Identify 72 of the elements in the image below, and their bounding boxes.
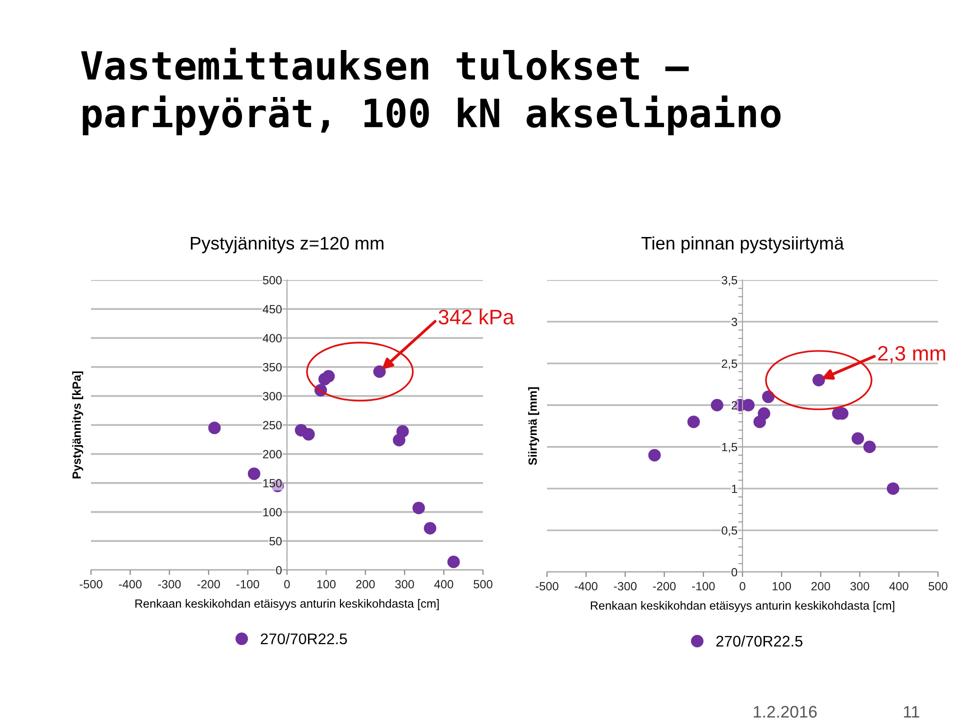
point — [424, 522, 436, 534]
x-axis-title: Renkaan keskikohdan etäisyys anturin keskikohdasta [cm] — [590, 601, 894, 612]
x-tick-label: 500 — [928, 582, 948, 590]
y-tick-label: 3 — [732, 318, 738, 326]
point — [373, 365, 386, 378]
point — [758, 407, 770, 420]
y-tick-label: 450 — [262, 305, 282, 314]
point — [710, 398, 724, 412]
point — [687, 416, 700, 428]
chart-title: Pystyjännitys z=120 mm — [190, 236, 384, 254]
x-tick-label: 300 — [850, 582, 870, 590]
legend-label: 270/70R22.5 — [716, 635, 802, 647]
annotation: 2,3 mm — [878, 346, 946, 364]
x-tick-label: -300 — [614, 582, 637, 590]
annotation: 342 kPa — [438, 309, 514, 324]
y-tick-label: 400 — [262, 334, 282, 342]
x-axis-title: Renkaan keskikohdan etäisyys anturin keskikohdasta [cm] — [135, 599, 439, 610]
x-tick-label: 200 — [356, 580, 375, 588]
x-tick-label: -400 — [118, 580, 142, 588]
point — [648, 448, 661, 462]
y-tick-label: 0 — [276, 566, 282, 574]
point — [396, 425, 409, 438]
y-tick-label: 2,5 — [722, 359, 738, 370]
y-axis-title: Pystyjännitys [kPa] — [72, 372, 84, 478]
point — [852, 432, 864, 445]
x-tick-label: -100 — [236, 580, 260, 588]
x-tick-label: 200 — [811, 582, 830, 590]
point — [863, 440, 876, 454]
point — [248, 467, 260, 480]
y-tick-label: 250 — [263, 421, 282, 430]
y-tick-label: 100 — [263, 508, 282, 516]
y-tick-label: 200 — [263, 450, 282, 458]
x-tick-label: -400 — [574, 582, 598, 590]
x-tick-label: -500 — [80, 580, 102, 588]
point — [762, 390, 775, 404]
x-tick-label: -200 — [653, 582, 676, 590]
x-tick-label: 400 — [434, 580, 454, 588]
y-axis-title: Siirtymä [mm] — [528, 387, 540, 466]
text: 1.2.2016 — [754, 706, 817, 718]
point — [322, 370, 335, 383]
y-tick-label: 50 — [269, 537, 282, 546]
x-tick-label: 100 — [772, 582, 791, 590]
point — [447, 556, 460, 568]
y-tick-label: 1,5 — [722, 443, 738, 453]
chart-title: Tien pinnan pystysiirtymä — [641, 236, 844, 254]
text: Vastemittauksen tulokset – paripyörät, 100 kN akselipaino — [81, 48, 781, 136]
x-tick-label: 500 — [474, 580, 492, 588]
y-tick-label: 0,5 — [722, 526, 738, 536]
x-tick-label: -200 — [197, 580, 220, 588]
point — [812, 374, 825, 386]
x-tick-label: 0 — [740, 582, 746, 590]
text: 11 — [904, 706, 920, 718]
x-tick-label: 400 — [889, 582, 908, 590]
x-tick-label: 0 — [284, 580, 290, 588]
x-tick-label: -100 — [692, 582, 715, 590]
x-tick-label: -300 — [158, 580, 181, 588]
point — [886, 482, 900, 495]
point — [208, 422, 221, 434]
x-tick-label: 100 — [317, 580, 336, 588]
point — [302, 428, 315, 441]
point — [412, 502, 425, 514]
y-tick-label: 1 — [732, 484, 738, 493]
y-tick-label: 500 — [262, 276, 282, 284]
x-tick-label: 300 — [395, 580, 414, 588]
y-tick-label: 0 — [732, 568, 738, 576]
legend-label: 270/70R22.5 — [260, 633, 347, 644]
x-tick-label: -500 — [536, 582, 558, 590]
y-tick-label: 150 — [263, 479, 282, 488]
y-tick-label: 350 — [262, 363, 282, 372]
y-tick-label: 3,5 — [722, 276, 738, 286]
y-tick-label: 300 — [262, 392, 282, 400]
y-tick-label: 2 — [732, 401, 738, 410]
